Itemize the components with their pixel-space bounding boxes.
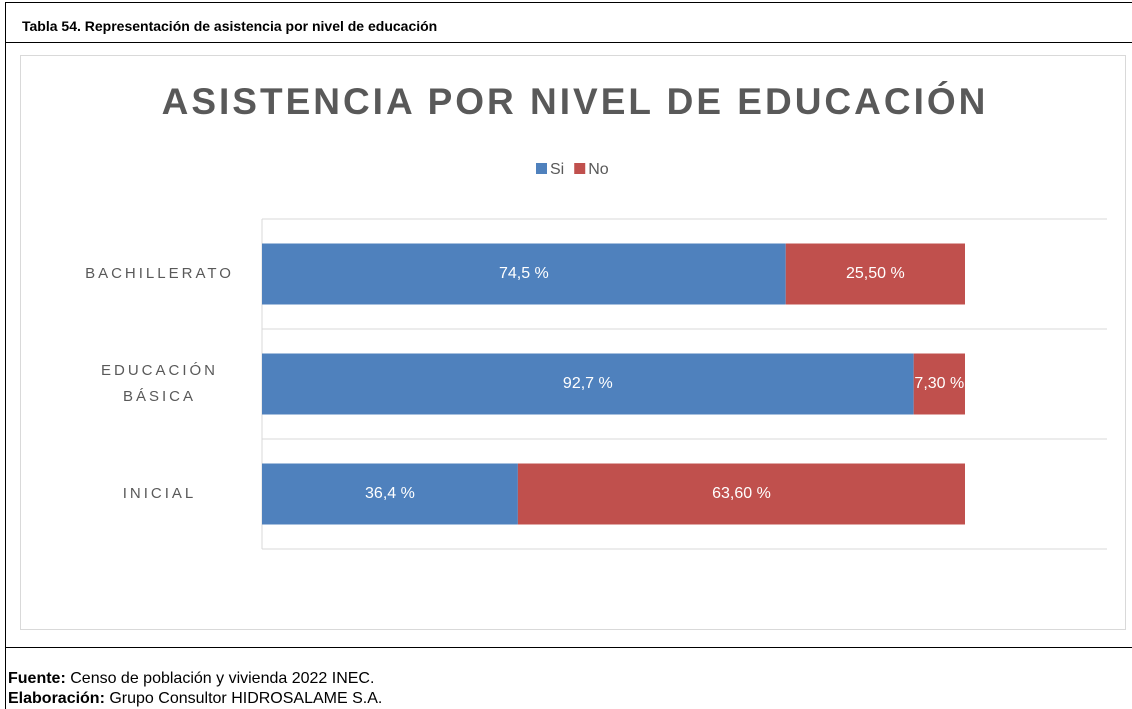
credit-label: Elaboración: bbox=[8, 690, 105, 707]
data-label: 92,7 % bbox=[563, 375, 613, 392]
chart-title: ASISTENCIA POR NIVEL DE EDUCACIÓN bbox=[162, 80, 989, 122]
source: Fuente: Censo de población y vivienda 20… bbox=[8, 670, 374, 688]
data-label: 25,50 % bbox=[846, 265, 905, 282]
bar-segment bbox=[913, 353, 965, 415]
caption: Tabla 54. Representación de asistencia p… bbox=[22, 18, 438, 34]
bar-segment bbox=[517, 463, 965, 525]
chart-area bbox=[20, 55, 1126, 630]
credit: Elaboración: Grupo Consultor HIDROSALAME… bbox=[8, 690, 382, 708]
data-label: 63,60 % bbox=[712, 485, 771, 502]
bar-segment bbox=[262, 243, 786, 305]
bar-segment bbox=[785, 243, 965, 305]
data-label: 36,4 % bbox=[365, 485, 415, 502]
data-label: 7,30 % bbox=[914, 375, 964, 392]
legend-swatch bbox=[574, 163, 586, 174]
legend-swatch bbox=[536, 163, 547, 174]
table-border bbox=[5, 647, 1132, 648]
bar-segment bbox=[262, 353, 914, 415]
y-tick-label: EDUCACIÓN BÁSICA bbox=[100, 362, 218, 405]
source-label: Fuente: bbox=[8, 670, 66, 687]
chart: ASISTENCIA POR NIVEL DE EDUCACIÓN Si No 74… bbox=[162, 80, 1107, 550]
y-tick-label: BACHILLERATO bbox=[85, 265, 234, 282]
y-tick-label: INICIAL bbox=[122, 485, 197, 502]
legend-label: Si bbox=[550, 161, 564, 178]
data-label: 74,5 % bbox=[499, 265, 549, 282]
bar-segment bbox=[262, 463, 518, 525]
table-border bbox=[5, 42, 1132, 43]
legend-label: No bbox=[588, 161, 609, 178]
table-border bbox=[5, 2, 6, 709]
source-text: Censo de población y vivienda 2022 INEC. bbox=[70, 670, 375, 687]
table-border bbox=[5, 2, 1132, 3]
credit-text: Grupo Consultor HIDROSALAME S.A. bbox=[109, 690, 383, 707]
